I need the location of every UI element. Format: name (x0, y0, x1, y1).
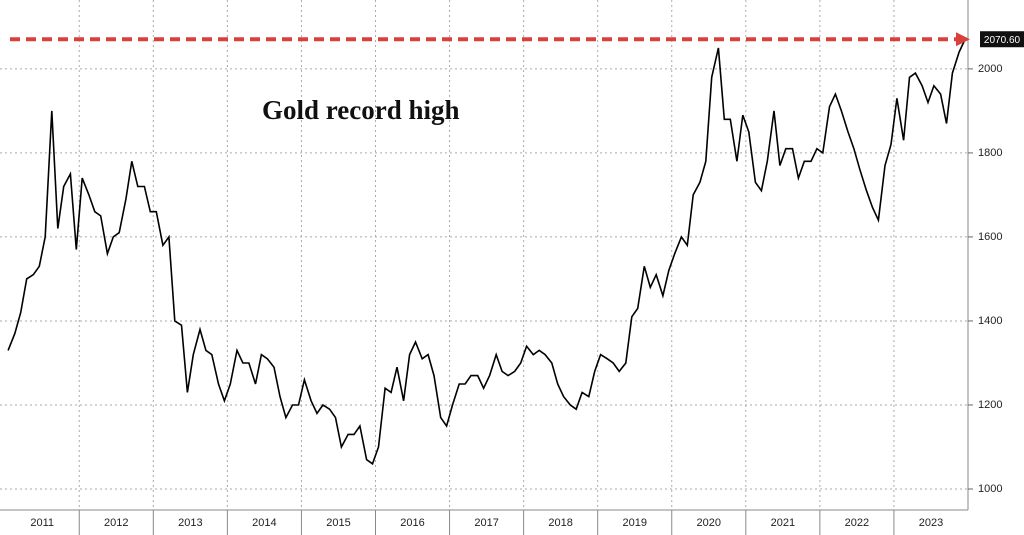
x-tick-label: 2018 (548, 517, 572, 529)
x-tick-label: 2019 (622, 517, 646, 529)
x-tick-label: 2017 (474, 517, 498, 529)
y-tick-label: 2000 (978, 63, 1002, 75)
chart-title: Gold record high (262, 95, 460, 125)
price-line (7, 39, 966, 466)
y-tick-label: 1400 (978, 315, 1002, 327)
x-tick-label: 2013 (178, 517, 202, 529)
record-label: 2070.60 (984, 35, 1021, 46)
x-tick-label: 2022 (845, 517, 869, 529)
x-tick-label: 2014 (252, 517, 276, 529)
x-tick-label: 2015 (326, 517, 350, 529)
y-tick-label: 1000 (978, 483, 1002, 495)
y-tick-label: 1200 (978, 399, 1002, 411)
x-tick-label: 2012 (104, 517, 128, 529)
x-tick-label: 2021 (771, 517, 795, 529)
y-tick-label: 1600 (978, 231, 1002, 243)
x-tick-label: 2011 (30, 517, 54, 529)
y-tick-label: 1800 (978, 147, 1002, 159)
x-tick-label: 2023 (919, 517, 943, 529)
record-box (980, 31, 1024, 48)
x-tick-label: 2020 (697, 517, 721, 529)
record-arrow (956, 32, 970, 47)
x-tick-label: 2016 (400, 517, 424, 529)
